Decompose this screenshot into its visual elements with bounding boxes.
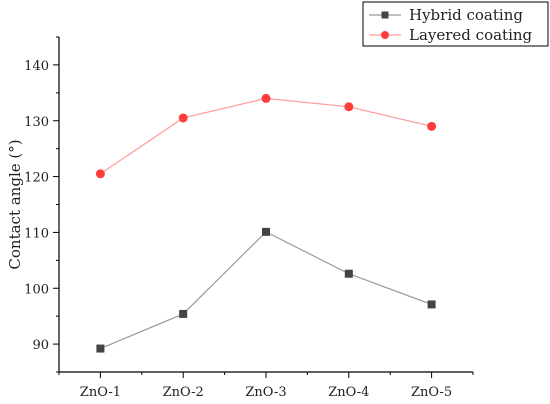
series-layer xyxy=(95,93,437,353)
data-point xyxy=(427,300,436,309)
y-ticks: 90 100 110 120 130 140 xyxy=(24,36,59,373)
data-point xyxy=(178,113,188,123)
x-tick-label: ZnO-2 xyxy=(163,385,204,400)
y-tick-label: 120 xyxy=(24,171,49,186)
x-tick-label: ZnO-1 xyxy=(80,385,121,400)
series-hybrid xyxy=(96,227,436,353)
data-point xyxy=(344,102,354,112)
series-line xyxy=(100,97,432,175)
y-tick-label: 140 xyxy=(24,59,49,74)
axes xyxy=(58,37,473,373)
legend-label: Hybrid coating xyxy=(409,6,523,24)
series-line xyxy=(100,231,432,350)
x-tick-label: ZnO-4 xyxy=(328,385,369,400)
data-point xyxy=(427,121,437,131)
x-tick-label: ZnO-3 xyxy=(245,385,286,400)
data-point xyxy=(95,169,105,179)
legend-label: Layered coating xyxy=(409,26,533,44)
y-tick-label: 130 xyxy=(24,115,49,130)
y-tick-label: 110 xyxy=(24,226,49,241)
data-point xyxy=(344,269,353,278)
x-ticks: ZnO-1 ZnO-2 ZnO-3 ZnO-4 ZnO-5 xyxy=(58,372,474,400)
data-point xyxy=(96,344,105,353)
data-point xyxy=(179,309,188,318)
legend-box xyxy=(362,1,549,47)
x-tick-label: ZnO-5 xyxy=(411,385,452,400)
legend-marker xyxy=(381,31,389,39)
y-tick-label: 90 xyxy=(32,338,49,353)
legend: Hybrid coating Layered coating xyxy=(362,1,549,47)
y-tick-label: 100 xyxy=(24,282,49,297)
data-point xyxy=(261,93,271,103)
legend-marker xyxy=(381,11,389,19)
data-point xyxy=(262,227,270,236)
y-axis-title: Contact angle (°) xyxy=(6,139,24,269)
series-layered xyxy=(95,93,437,179)
